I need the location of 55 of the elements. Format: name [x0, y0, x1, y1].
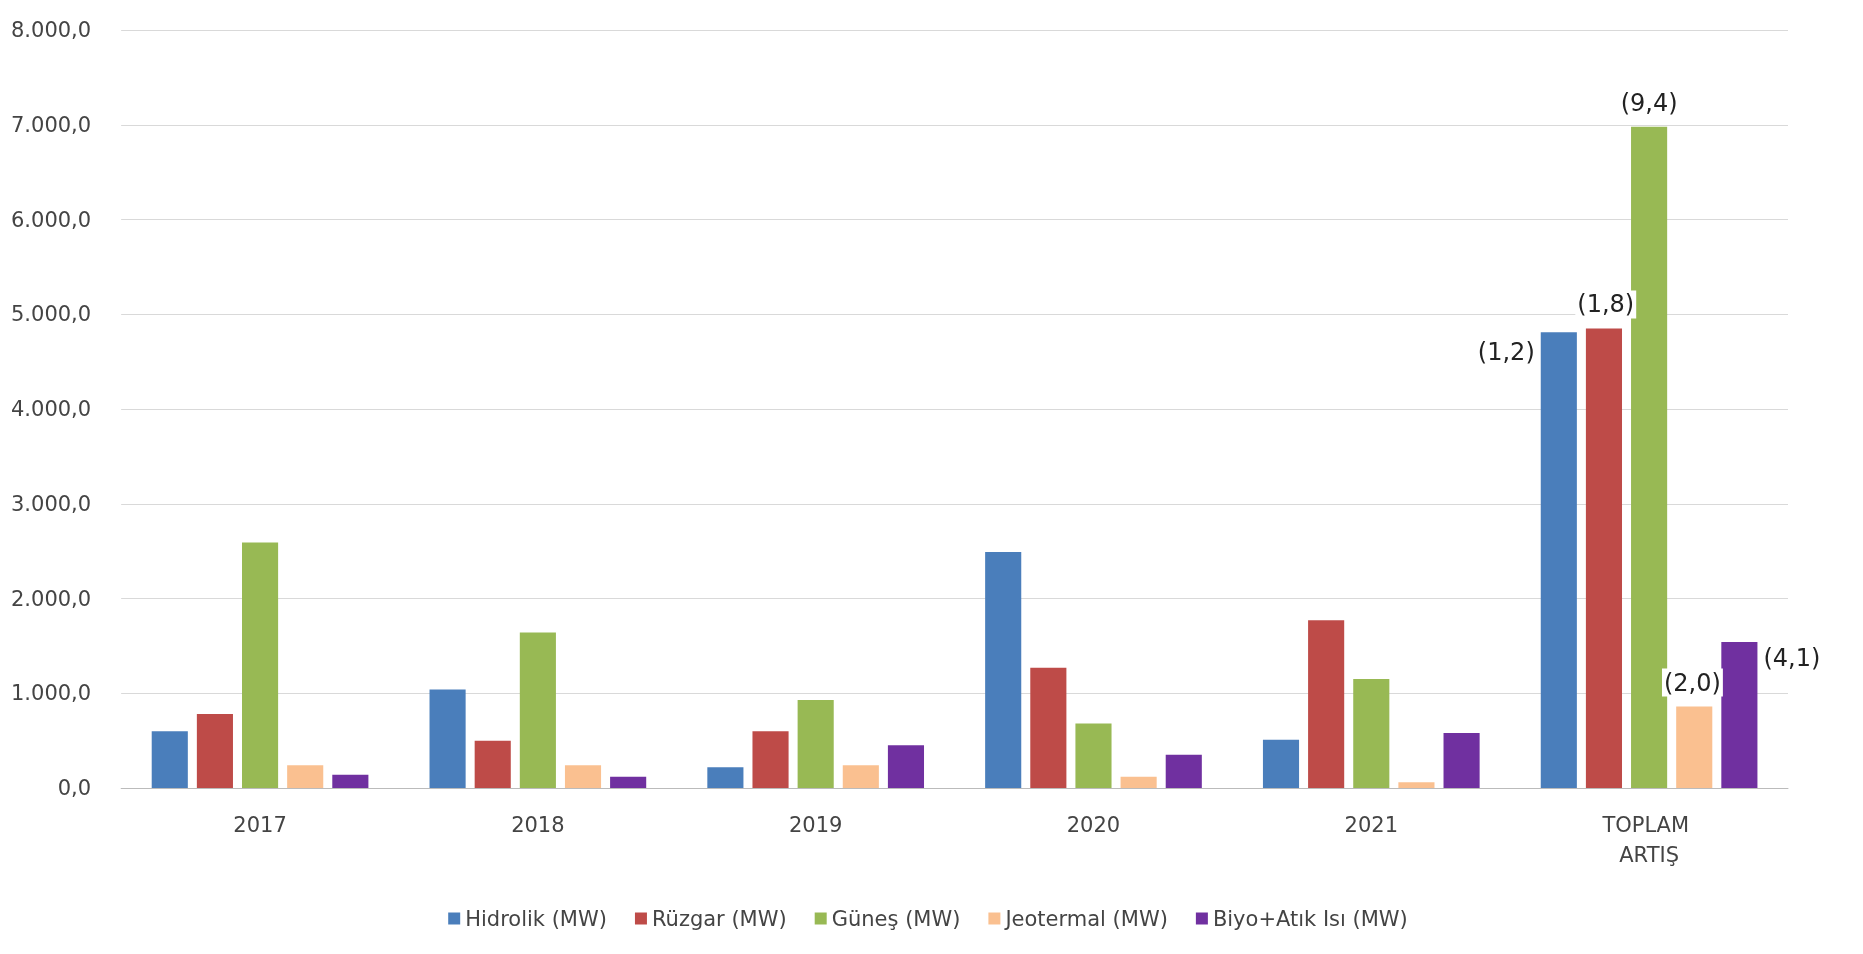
bar: [474, 740, 511, 788]
bar: [519, 632, 556, 788]
x-tick-label: 2021: [1344, 813, 1399, 837]
bar: [1443, 733, 1480, 788]
bar: [564, 765, 602, 788]
bar: [1585, 328, 1623, 788]
legend-label: Biyo+Atık Isı (MW): [1212, 906, 1408, 931]
annotation: (1,2): [1477, 338, 1535, 367]
bar: [1030, 667, 1067, 788]
bar: [1721, 642, 1758, 788]
x-tick-label: 2019: [788, 813, 843, 837]
legend-label: Hidrolik (MW): [465, 906, 607, 931]
x-tick-label: TOPLAM ARTIŞ: [1601, 813, 1696, 867]
y-tick-label: 2.000,0: [11, 586, 92, 611]
bar: [842, 765, 879, 788]
bar: [332, 774, 369, 788]
bar: [1262, 739, 1300, 788]
bar: [196, 714, 233, 788]
annotation: (2,0): [1663, 668, 1721, 697]
bar: [985, 552, 1022, 788]
x-tick-label: 2018: [511, 813, 565, 837]
x-tick-label: 2017: [233, 813, 287, 837]
bar: [1308, 620, 1345, 788]
bar: [1540, 332, 1577, 788]
bar: [151, 731, 188, 788]
y-tick-label: 0,0: [57, 776, 92, 800]
bar: [1075, 723, 1112, 788]
y-tick-label: 4.000,0: [11, 397, 92, 421]
y-tick-label: 5.000,0: [11, 302, 92, 327]
bar: [1165, 754, 1202, 788]
y-tick-label: 3.000,0: [11, 491, 92, 516]
bar: [610, 776, 647, 788]
bar: [287, 765, 324, 788]
legend-label: Rüzgar (MW): [651, 906, 787, 931]
y-tick-label: 7.000,0: [11, 112, 92, 137]
y-tick-label: 8.000,0: [11, 18, 92, 42]
bar: [242, 542, 279, 788]
bar: [1120, 776, 1157, 788]
legend-label: Jeotermal (MW): [1003, 906, 1168, 931]
bar: [1631, 126, 1668, 788]
x-tick-label: 2020: [1066, 813, 1121, 837]
legend-label: Güneş (MW): [831, 906, 961, 931]
bar: [1353, 679, 1390, 788]
annotation: (9,4): [1620, 88, 1678, 117]
bar: [1398, 782, 1435, 788]
bar: [707, 767, 744, 788]
y-tick-label: 6.000,0: [11, 207, 92, 232]
annotation: (4,1): [1763, 644, 1821, 673]
bar: [887, 745, 925, 788]
bar: [752, 731, 789, 788]
bar: [429, 689, 466, 788]
bar: [1676, 706, 1713, 788]
y-tick-label: 1.000,0: [11, 681, 92, 706]
annotation: (1,8): [1577, 290, 1635, 319]
bar: [797, 699, 834, 788]
